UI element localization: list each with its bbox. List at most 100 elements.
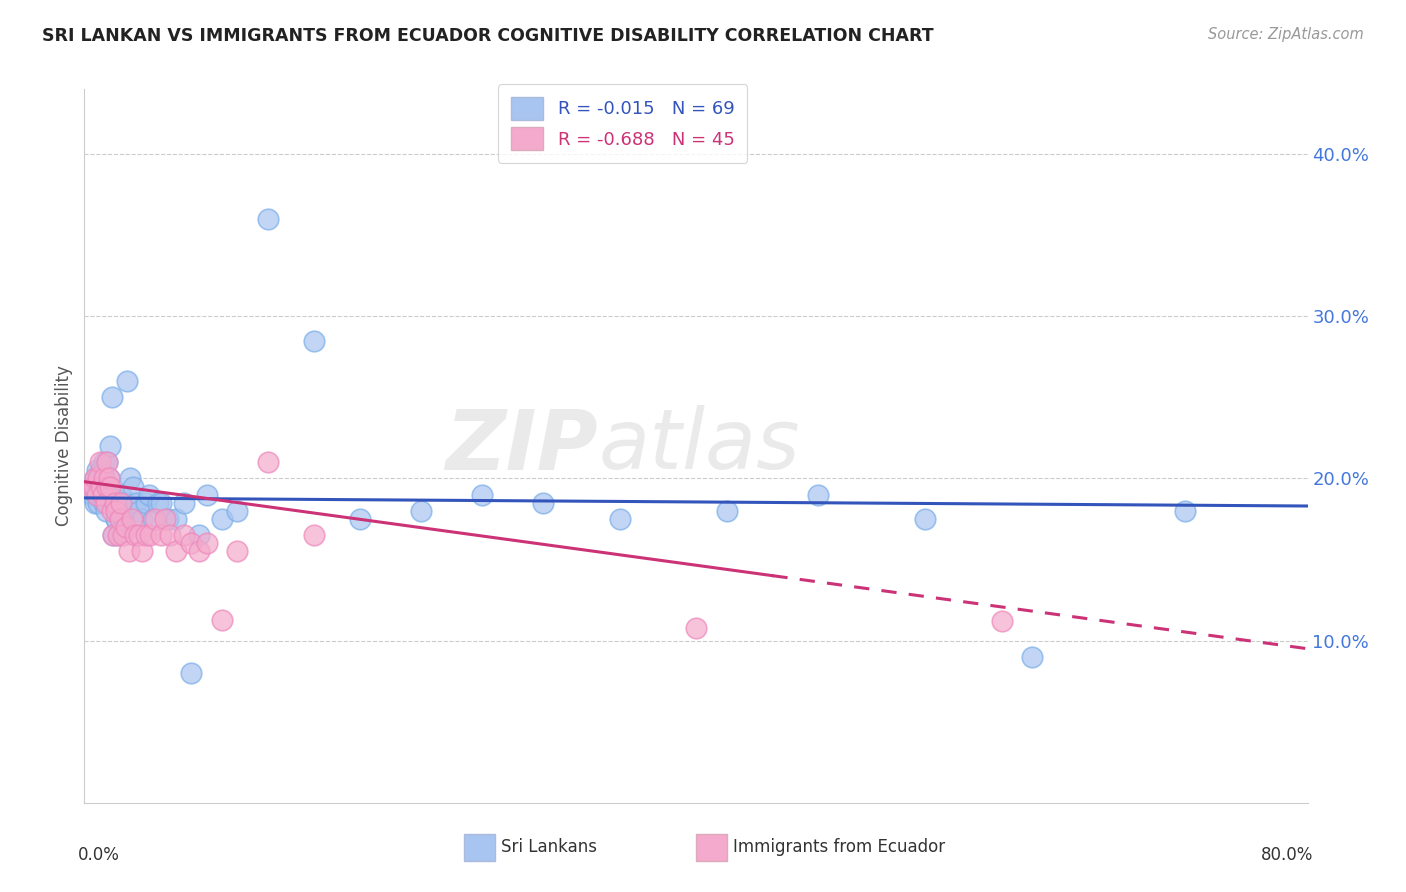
Point — [125, 496, 148, 510]
Point — [471, 488, 494, 502]
Point — [138, 488, 160, 502]
Point — [80, 479, 103, 493]
Point — [111, 512, 134, 526]
Point — [108, 496, 131, 510]
Point — [84, 471, 107, 485]
Point — [211, 512, 233, 526]
Point — [1021, 649, 1043, 664]
Point — [128, 528, 150, 542]
Text: atlas: atlas — [598, 406, 800, 486]
Point — [103, 496, 125, 510]
Point — [188, 528, 211, 542]
Point — [96, 455, 118, 469]
Point — [87, 479, 110, 493]
Point — [165, 544, 187, 558]
Point — [302, 528, 325, 542]
Point — [86, 488, 108, 502]
Point — [180, 536, 202, 550]
Point — [104, 496, 127, 510]
Point — [91, 488, 114, 502]
Point — [349, 512, 371, 526]
Point — [716, 504, 738, 518]
Text: Immigrants from Ecuador: Immigrants from Ecuador — [733, 838, 945, 856]
Point — [257, 211, 280, 226]
Point — [155, 512, 177, 526]
Point — [115, 374, 138, 388]
Point — [914, 512, 936, 526]
Point — [122, 479, 145, 493]
Point — [96, 479, 118, 493]
Point — [146, 496, 169, 510]
Point — [97, 471, 120, 485]
Point — [195, 488, 218, 502]
Point — [159, 528, 181, 542]
Point — [86, 463, 108, 477]
Point — [96, 488, 118, 502]
Point — [226, 544, 249, 558]
Point — [103, 528, 125, 542]
Point — [149, 528, 172, 542]
Point — [114, 496, 136, 510]
Point — [89, 488, 111, 502]
Text: SRI LANKAN VS IMMIGRANTS FROM ECUADOR COGNITIVE DISABILITY CORRELATION CHART: SRI LANKAN VS IMMIGRANTS FROM ECUADOR CO… — [42, 27, 934, 45]
Point — [124, 528, 146, 542]
Point — [98, 439, 121, 453]
Point — [93, 496, 115, 510]
Point — [90, 479, 112, 493]
Point — [107, 528, 129, 542]
Point — [83, 479, 105, 493]
Point — [112, 512, 135, 526]
Point — [93, 455, 115, 469]
Point — [108, 512, 131, 526]
Point — [105, 512, 128, 526]
Point — [94, 496, 117, 510]
Point — [101, 488, 124, 502]
Point — [609, 512, 631, 526]
Point — [121, 512, 143, 526]
Point — [111, 528, 134, 542]
Point — [87, 496, 110, 510]
Point — [110, 496, 132, 510]
Point — [90, 479, 112, 493]
Point — [1174, 504, 1197, 518]
Point — [105, 512, 128, 526]
Point — [139, 528, 162, 542]
Point — [101, 504, 124, 518]
Point — [142, 512, 165, 526]
Point — [97, 479, 120, 493]
Y-axis label: Cognitive Disability: Cognitive Disability — [55, 366, 73, 526]
Point — [173, 496, 195, 510]
Point — [98, 479, 121, 493]
Point — [128, 504, 150, 518]
Point — [84, 496, 107, 510]
Text: Source: ZipAtlas.com: Source: ZipAtlas.com — [1208, 27, 1364, 42]
Point — [131, 544, 153, 558]
Point — [93, 479, 115, 493]
Point — [94, 504, 117, 518]
Point — [807, 488, 830, 502]
Point — [157, 512, 180, 526]
Point — [173, 528, 195, 542]
Point — [86, 488, 108, 502]
Point — [91, 488, 114, 502]
Point — [257, 455, 280, 469]
Point — [135, 528, 157, 542]
Point — [110, 488, 132, 502]
Point — [531, 496, 554, 510]
Text: ZIP: ZIP — [446, 406, 598, 486]
Point — [107, 528, 129, 542]
Point — [89, 455, 111, 469]
Point — [97, 471, 120, 485]
Point — [149, 496, 172, 510]
Point — [114, 520, 136, 534]
Point — [135, 496, 157, 510]
Point — [409, 504, 432, 518]
Point — [226, 504, 249, 518]
Point — [105, 504, 128, 518]
Point — [118, 544, 141, 558]
Point — [96, 455, 118, 469]
Point — [90, 463, 112, 477]
Point — [685, 621, 707, 635]
Legend: R = -0.015   N = 69, R = -0.688   N = 45: R = -0.015 N = 69, R = -0.688 N = 45 — [498, 84, 747, 163]
Point — [93, 471, 115, 485]
